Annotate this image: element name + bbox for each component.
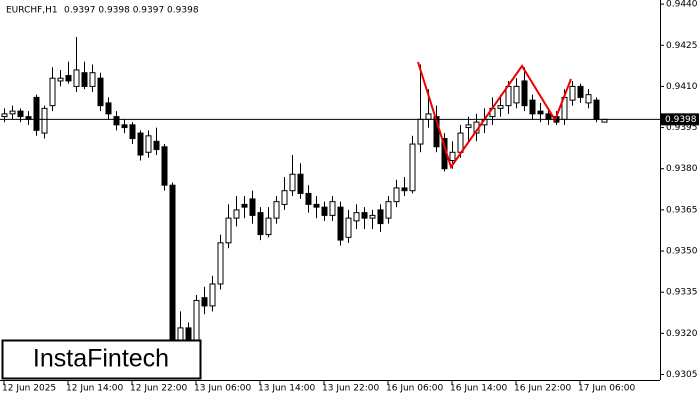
candle-body-up xyxy=(281,190,288,205)
candle-body-down xyxy=(153,140,160,151)
y-tick-label: 0.9305 xyxy=(666,370,698,380)
candle-body-up xyxy=(329,201,336,216)
candle-body-down xyxy=(529,99,536,115)
candle-body-down xyxy=(545,113,552,120)
candle-body-down xyxy=(33,96,40,131)
candle-body-down xyxy=(169,184,176,354)
symbol: EURCHF,H1 xyxy=(6,6,58,16)
y-tick-label: 0.9365 xyxy=(666,205,698,215)
candle-body-down xyxy=(297,173,304,194)
y-tick-label: 0.9380 xyxy=(666,164,698,174)
candle-body-up xyxy=(265,217,272,236)
candle-body-down xyxy=(577,85,584,98)
y-tick-label: 0.9410 xyxy=(666,82,698,92)
candle-body-up xyxy=(289,173,296,192)
candle-body-up xyxy=(345,217,352,238)
pattern-lines xyxy=(417,61,572,170)
candle-body-down xyxy=(377,209,384,225)
candle-body-down xyxy=(105,102,112,115)
plot xyxy=(1,37,608,375)
candle-body-up xyxy=(49,77,56,107)
candle-body-up xyxy=(353,212,360,222)
logo-box xyxy=(1,339,202,380)
x-tick-label: 12 Jun 14:00 xyxy=(66,384,123,394)
x-tick-label: 13 Jun 22:00 xyxy=(322,384,379,394)
candle-body-up xyxy=(217,242,224,285)
candle-body-down xyxy=(521,80,528,107)
candle-body-up xyxy=(9,110,16,115)
candle-body-up xyxy=(233,209,240,219)
candle-body-down xyxy=(537,110,544,115)
x-tick-label: 13 Jun 06:00 xyxy=(194,384,251,394)
candle-body-up xyxy=(225,217,232,244)
candle-body-up xyxy=(425,113,432,120)
candle-body-down xyxy=(313,203,320,208)
y-tick-label: 0.9440 xyxy=(666,0,698,10)
y-tick-label: 0.9350 xyxy=(666,247,698,257)
x-tick-label: 12 Jun 22:00 xyxy=(130,384,187,394)
current-price-box xyxy=(661,113,699,126)
candle-body-down xyxy=(593,99,600,120)
x-tick-label: 17 Jun 06:00 xyxy=(578,384,635,394)
candle-body-down xyxy=(305,192,312,205)
candle-body-up xyxy=(385,201,392,219)
candle-body-down xyxy=(137,132,144,156)
watermark: InstaFintech xyxy=(33,345,169,373)
candle-body-up xyxy=(449,151,456,162)
x-tick-label: 16 Jun 14:00 xyxy=(450,384,507,394)
x-tick-label: 13 Jun 14:00 xyxy=(258,384,315,394)
candle-body-down xyxy=(337,206,344,241)
candle-body-down xyxy=(97,77,104,107)
candle-body-down xyxy=(65,74,72,82)
y-tick-label: 0.9425 xyxy=(666,41,698,51)
candle-body-up xyxy=(417,118,424,145)
x-tick-label: 16 Jun 06:00 xyxy=(386,384,443,394)
x-tick-label: 12 Jun 2025 xyxy=(2,384,56,394)
candle-body-up xyxy=(497,105,504,109)
ohlc-text: 0.9397 0.9398 0.9397 0.9398 xyxy=(64,6,199,16)
candle-body-down xyxy=(401,187,408,192)
y-tick-label: 0.9335 xyxy=(666,288,698,298)
candle-body-up xyxy=(513,85,520,104)
candle-body-up xyxy=(1,113,8,118)
candle-body-down xyxy=(361,212,368,219)
candle-body-up xyxy=(209,283,216,307)
candle-body-down xyxy=(321,206,328,216)
candle-body-up xyxy=(145,135,152,153)
candle-body-up xyxy=(465,124,472,129)
y-tick-label: 0.9320 xyxy=(666,329,698,339)
candle-body-up xyxy=(569,85,576,101)
candle-body-up xyxy=(409,143,416,192)
candle-body-up xyxy=(41,107,48,134)
candle-body-up xyxy=(369,214,376,219)
candle-body-up xyxy=(273,201,280,219)
candle-body-down xyxy=(257,212,264,236)
candle-body-up xyxy=(57,77,64,82)
candle-body-down xyxy=(129,124,136,140)
candle-body-down xyxy=(201,297,208,307)
candle-body-down xyxy=(161,146,168,186)
current-price-label: 0.9398 xyxy=(665,115,697,125)
candle-body-down xyxy=(121,124,128,129)
candle-body-up xyxy=(393,187,400,203)
candle-body-down xyxy=(241,203,248,208)
x-tick-label: 16 Jun 22:00 xyxy=(514,384,571,394)
y-tick-label: 0.9395 xyxy=(666,123,698,133)
candle-body-down xyxy=(17,110,24,118)
candle-body-up xyxy=(585,94,592,104)
candle-body-up xyxy=(89,72,96,87)
candle-body-down xyxy=(81,72,88,87)
candle-body-down xyxy=(249,198,256,216)
candle-body-up xyxy=(73,69,80,87)
candle-body-down xyxy=(113,116,120,126)
